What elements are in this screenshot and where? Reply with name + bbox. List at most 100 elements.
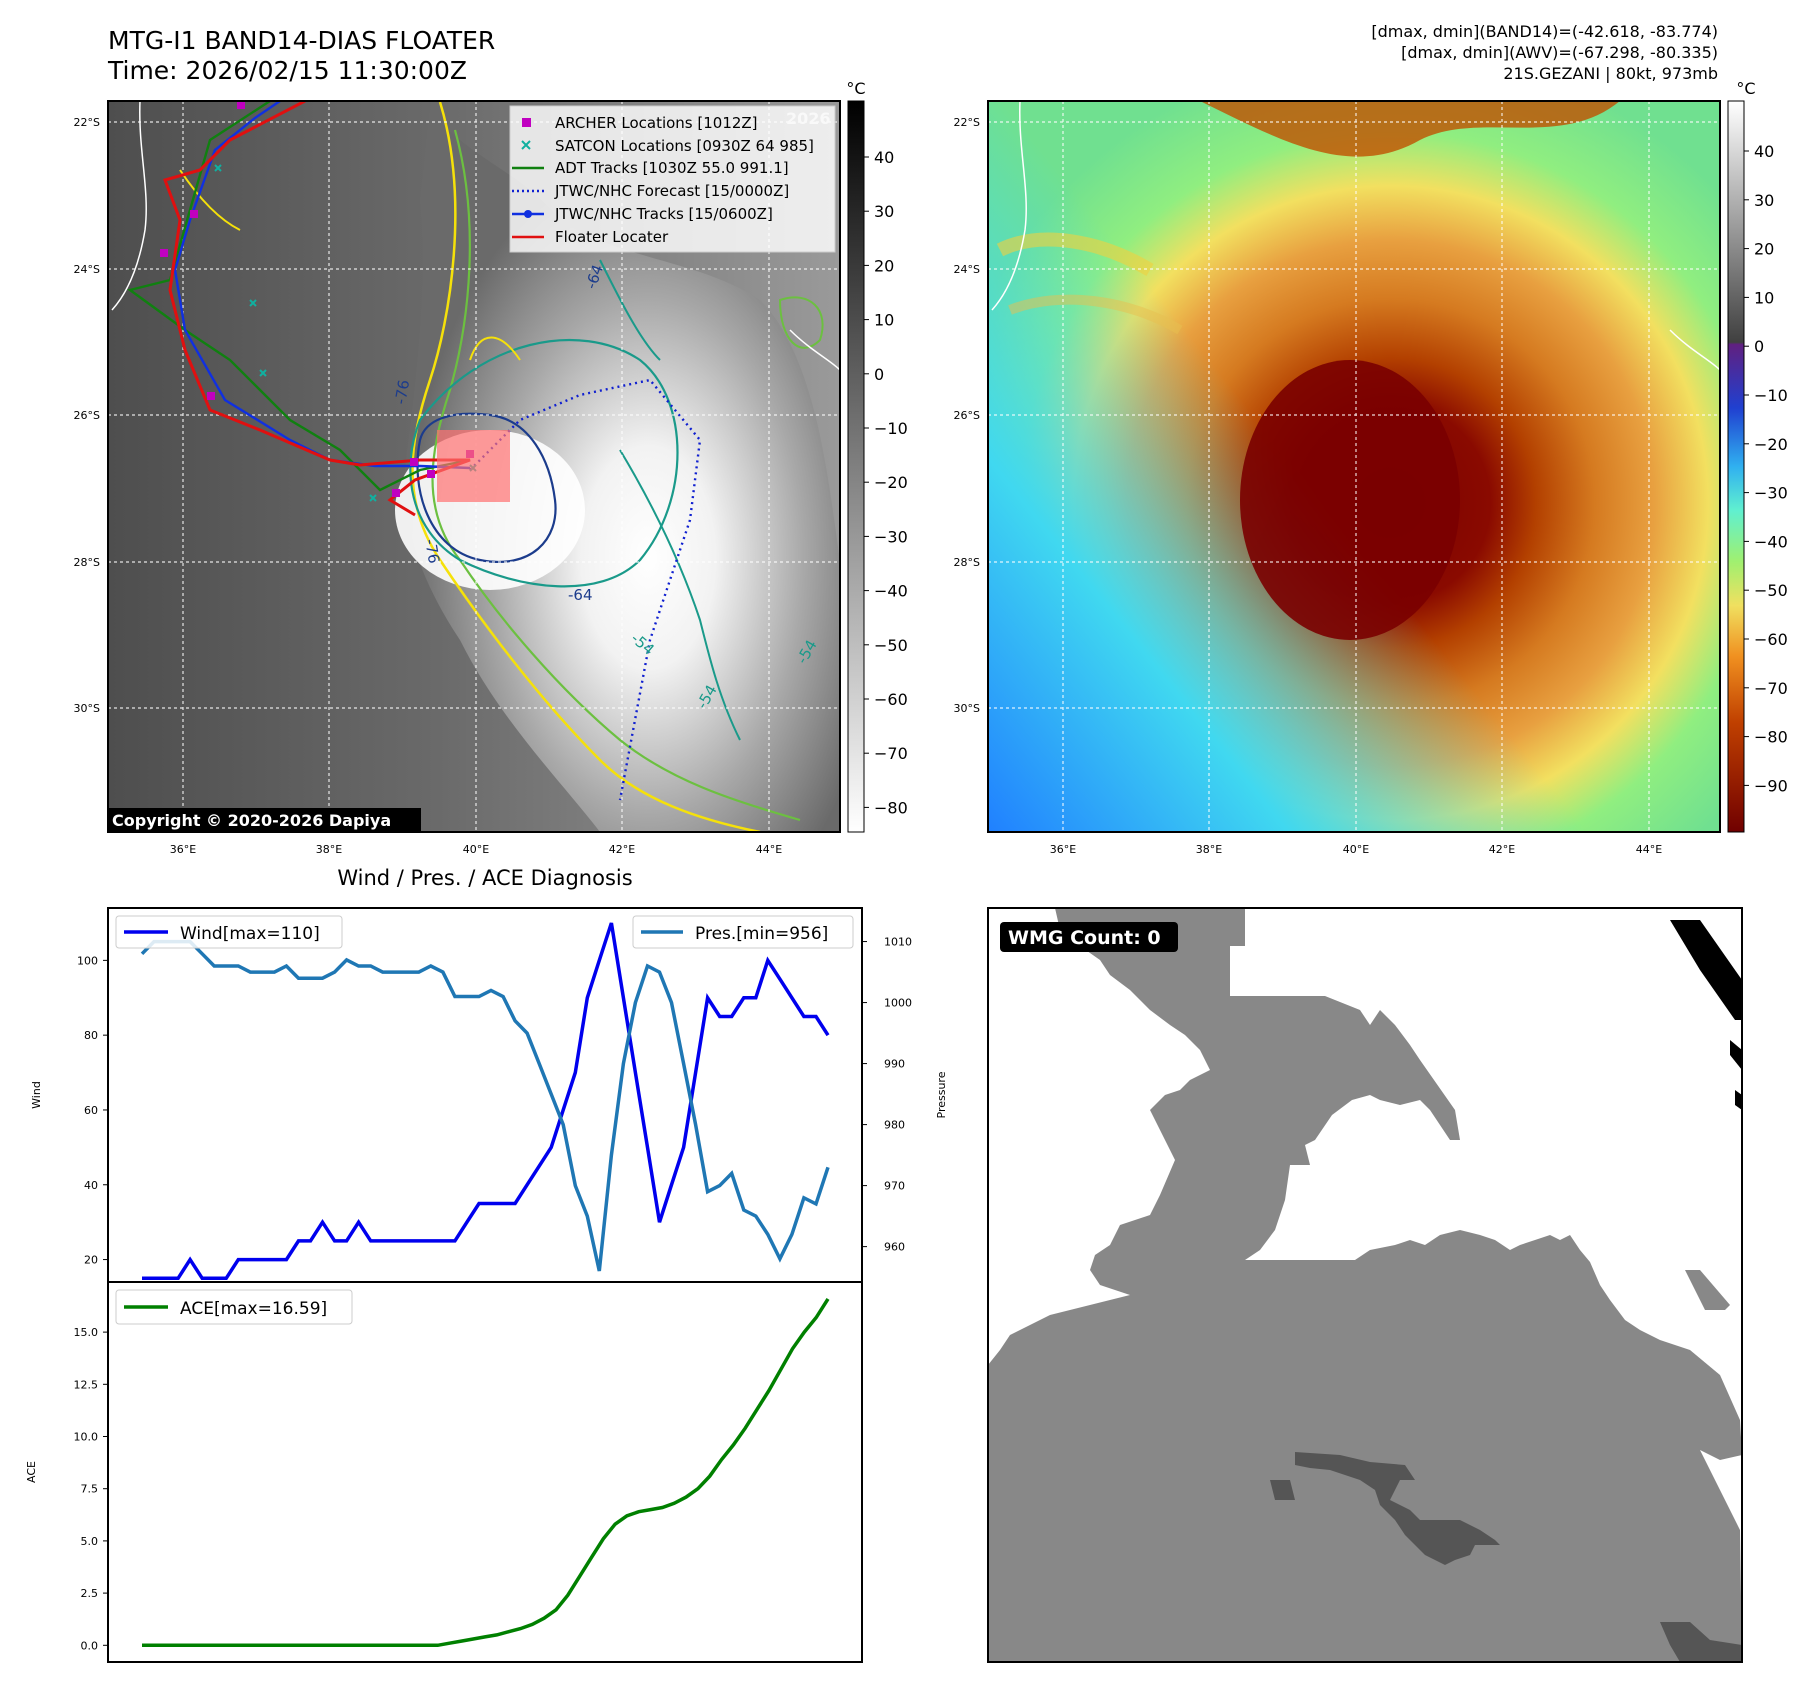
colorbar-tick-label: −60 (1754, 630, 1788, 649)
colorbar-tick-label: −40 (874, 582, 908, 601)
colorbar-tick-label: 30 (1754, 191, 1774, 210)
pressure-y-ticks: 960 970 980 990 1000 1010 (862, 936, 912, 1254)
wind-y-ticks: 20 40 60 80 100 (77, 954, 108, 1267)
diagnosis-title: Wind / Pres. / ACE Diagnosis (337, 866, 632, 890)
colorbar-tick-label: −20 (874, 473, 908, 492)
jtwc-forecast-track (469, 378, 702, 801)
ir-coastline (111, 101, 147, 311)
colorbar-tick-label: −20 (1754, 435, 1788, 454)
wmg-dark-region (1295, 1452, 1500, 1565)
ir-colorbar (847, 100, 865, 833)
lat-label: 26°S (74, 409, 100, 422)
y-tick-label: 40 (84, 1179, 98, 1192)
wind-legend-label: Wind[max=110] (180, 924, 320, 944)
contour-label: -76 (421, 538, 443, 565)
y-tick-label: 970 (884, 1180, 905, 1193)
wmg-panel: WMG Count: 0 (988, 908, 1742, 1662)
contour-label: -76 (391, 378, 413, 405)
storm-info: 21S.GEZANI | 80kt, 973mb (1503, 64, 1718, 83)
pressure-axis-label: Pressure (935, 1071, 948, 1118)
colorbar-tick-label: −70 (1754, 679, 1788, 698)
colorbar-tick-label: −10 (874, 419, 908, 438)
lat-label: 24°S (954, 263, 980, 276)
awv-gridlines (988, 101, 1720, 832)
y-tick-label: 7.5 (81, 1483, 99, 1496)
wmg-count-label: WMG Count: 0 (1008, 927, 1161, 949)
colorbar-tick-label: −30 (874, 527, 908, 546)
lat-label: 30°S (954, 702, 980, 715)
ir-image-panel: -76 -64 -54 -64 -76 -54 -54 2026 ARCHER … (108, 101, 840, 832)
y-tick-label: 20 (84, 1254, 98, 1267)
awv-colorbar-ticks: 40 30 20 10 0 −10 −20 −30 −40 −50 −60 −70 −80 −90 (1744, 142, 1788, 795)
colorbar-tick-label: 10 (874, 311, 894, 330)
figure-title: MTG-I1 BAND14-DIAS FLOATER (108, 26, 496, 55)
colorbar-tick-label: −80 (1754, 728, 1788, 747)
legend-label-forecast: JTWC/NHC Forecast [15/0000Z] (554, 182, 789, 200)
contour-label: -64 (568, 586, 593, 604)
wmg-black-region (1670, 920, 1742, 1020)
ace-series-line (142, 1297, 830, 1648)
ir-contour-teal (409, 338, 679, 588)
lat-label: 28°S (954, 556, 980, 569)
colorbar-tick-label: 20 (1754, 240, 1774, 259)
y-tick-label: 12.5 (74, 1378, 99, 1391)
colorbar-tick-label: 40 (1754, 142, 1774, 161)
adt-track (127, 101, 471, 492)
colorbar-tick-label: −60 (874, 690, 908, 709)
colorbar-tick-label: −30 (1754, 484, 1788, 503)
ace-y-ticks: 0.0 2.5 5.0 7.5 10.0 12.5 15.0 (74, 1326, 108, 1652)
ir-colorbar-ticks: 40 30 20 10 0 −10 −20 −30 −40 −50 −60 −70 −80 (864, 148, 908, 817)
awv-coastline (991, 101, 1027, 311)
colorbar-tick-label: −50 (874, 636, 908, 655)
y-tick-label: 60 (84, 1104, 98, 1117)
legend-label-adt: ADT Tracks [1030Z 55.0 991.1] (555, 159, 789, 177)
y-tick-label: 1010 (884, 936, 912, 949)
awv-colorbar (1727, 100, 1745, 833)
lat-label: 28°S (74, 556, 100, 569)
y-tick-label: 960 (884, 1241, 905, 1254)
map-axis-labels: 22°S 22°S 24°S 24°S 26°S 26°S 28°S 28°S 30°S 30°S… (74, 116, 1663, 856)
legend-label-archer: ARCHER Locations [1012Z] (555, 114, 758, 132)
lon-label: 36°E (1050, 843, 1076, 856)
ace-legend: ACE[max=16.59] (115, 1289, 353, 1325)
lon-label: 44°E (756, 843, 782, 856)
pressure-series-line (140, 939, 830, 1272)
legend-label-satcon: SATCON Locations [0930Z 64 985] (555, 137, 814, 155)
colorbar-tick-label: −90 (1754, 776, 1788, 795)
lon-label: 42°E (609, 843, 635, 856)
lon-label: 44°E (1636, 843, 1662, 856)
y-tick-label: 15.0 (74, 1326, 99, 1339)
y-tick-label: 2.5 (81, 1587, 99, 1600)
awv-colorbar-unit: °C (1736, 79, 1755, 98)
lat-label: 22°S (954, 116, 980, 129)
lat-label: 22°S (74, 116, 100, 129)
y-tick-label: 5.0 (81, 1535, 99, 1548)
lon-label: 38°E (1196, 843, 1222, 856)
stats-band14: [dmax, dmin](BAND14)=(-42.618, -83.774) (1371, 22, 1718, 41)
wind-axis-label: Wind (30, 1081, 43, 1109)
pressure-legend: Pres.[min=956] (632, 915, 854, 949)
colorbar-tick-label: 10 (1754, 288, 1774, 307)
y-tick-label: 1000 (884, 997, 912, 1010)
wind-pressure-axes (107, 907, 863, 1283)
lat-label: 24°S (74, 263, 100, 276)
colorbar-tick-label: 40 (874, 148, 894, 167)
lon-label: 40°E (463, 843, 489, 856)
colorbar-tick-label: −50 (1754, 581, 1788, 600)
ace-axes (107, 1281, 863, 1663)
ir-contour-yellow (411, 101, 761, 832)
lon-label: 40°E (1343, 843, 1369, 856)
colorbar-tick-label: −10 (1754, 386, 1788, 405)
lon-label: 42°E (1489, 843, 1515, 856)
colorbar-tick-label: 30 (874, 202, 894, 221)
ir-contour-blue (416, 412, 557, 563)
colorbar-tick-label: −70 (874, 744, 908, 763)
floater-box (437, 430, 510, 502)
wmg-gray-region (988, 908, 1742, 1662)
ace-axis-label: ACE (25, 1461, 38, 1483)
colorbar-tick-label: 0 (874, 365, 884, 384)
ir-legend: ARCHER Locations [1012Z] SATCON Location… (509, 105, 836, 253)
jtwc-track (173, 101, 471, 470)
awv-image-panel (988, 101, 1720, 832)
